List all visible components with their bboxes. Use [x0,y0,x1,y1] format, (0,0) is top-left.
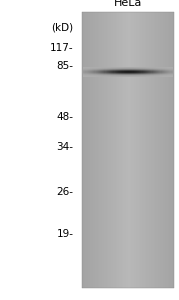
Text: 19-: 19- [56,229,73,239]
Bar [122,12,124,288]
Bar [128,12,130,288]
Bar [139,12,140,288]
Bar [96,12,98,288]
Bar [169,12,171,288]
Bar [124,12,125,288]
Text: (kD): (kD) [51,22,73,32]
Bar [95,12,96,288]
Bar [88,12,90,288]
Bar [161,12,163,288]
Bar [157,12,158,288]
Bar [140,12,142,288]
Bar [98,12,99,288]
Bar [130,12,131,288]
Bar [143,12,145,288]
Text: 48-: 48- [56,112,73,122]
Bar [110,12,111,288]
Bar [172,12,174,288]
Bar [136,12,137,288]
Bar [93,12,95,288]
Bar [149,12,151,288]
Bar [101,12,102,288]
Text: 117-: 117- [50,43,73,53]
Bar [132,12,134,288]
Bar [82,12,84,288]
Bar [155,12,157,288]
Bar [90,12,91,288]
Bar [119,12,120,288]
Bar [146,12,148,288]
Bar [91,12,93,288]
Bar [126,12,128,288]
Bar [116,12,117,288]
Bar [160,12,161,288]
Bar [134,12,136,288]
Bar [113,12,114,288]
Bar [125,12,126,288]
Bar [145,12,146,288]
Bar [152,12,154,288]
Bar [142,12,143,288]
Bar [154,12,155,288]
Bar [120,12,122,288]
Bar [99,12,101,288]
Text: 26-: 26- [56,187,73,197]
Bar [148,12,149,288]
Bar [163,12,165,288]
Text: 85-: 85- [56,61,73,71]
Bar [166,12,168,288]
Bar [84,12,85,288]
Bar [158,12,160,288]
Bar [107,12,108,288]
Bar [105,12,107,288]
Bar [108,12,110,288]
Bar [131,12,132,288]
Bar [168,12,169,288]
Bar [165,12,166,288]
Bar [102,12,104,288]
Bar [85,12,87,288]
Bar [104,12,105,288]
Bar [117,12,119,288]
Text: 34-: 34- [56,142,73,152]
Bar [137,12,139,288]
Bar [111,12,113,288]
Text: HeLa: HeLa [114,0,142,8]
Bar [87,12,88,288]
Bar [151,12,152,288]
Bar [171,12,172,288]
Bar [114,12,116,288]
